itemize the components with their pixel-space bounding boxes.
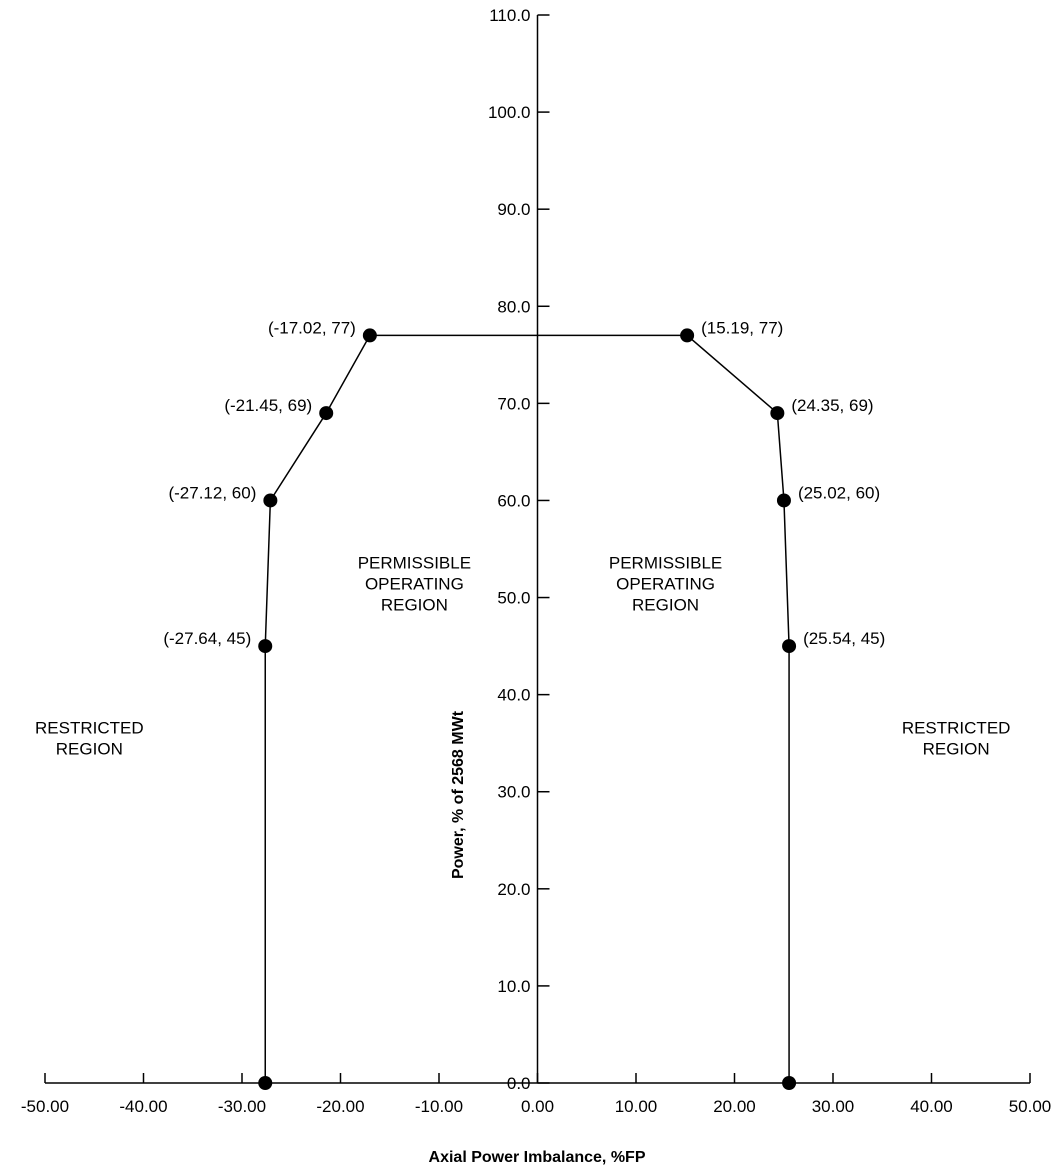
y-tick-label: 20.0 <box>497 880 530 899</box>
data-point <box>258 639 273 654</box>
y-tick-label: 70.0 <box>497 394 530 413</box>
x-tick-label: 0.00 <box>521 1097 554 1116</box>
x-tick-label: -50.00 <box>21 1097 69 1116</box>
x-tick-label: 40.00 <box>910 1097 953 1116</box>
region-annotation-line: REGION <box>381 595 448 614</box>
data-point-label: (24.35, 69) <box>791 396 873 415</box>
data-point-label: (-17.02, 77) <box>268 318 356 337</box>
y-tick-label: 80.0 <box>497 297 530 316</box>
region-annotation: RESTRICTED REGION <box>35 718 144 758</box>
region-annotation-line: RESTRICTED <box>902 718 1011 737</box>
region-annotation-line: REGION <box>56 739 123 758</box>
y-tick-label: 40.0 <box>497 686 530 705</box>
data-point-label: (15.19, 77) <box>701 318 783 337</box>
y-tick-label: 60.0 <box>497 491 530 510</box>
axes <box>45 15 1030 1084</box>
ticks: -50.00 -40.00 -30.00 -20.00 -10.00 0.00 10.00 2… <box>21 6 1051 1116</box>
data-point <box>782 1076 797 1090</box>
y-tick-label: 30.0 <box>497 783 530 802</box>
region-annotation-line: OPERATING <box>365 574 464 593</box>
data-point-label: (-27.12, 60) <box>168 483 256 502</box>
data-point <box>776 493 791 508</box>
series-polyline <box>264 334 790 1083</box>
region-annotation-line: RESTRICTED <box>35 718 144 737</box>
x-tick-label: 20.00 <box>713 1097 756 1116</box>
y-tick-label: 0.0 <box>507 1074 531 1093</box>
data-point <box>263 493 278 508</box>
region-annotation-line: OPERATING <box>616 574 715 593</box>
y-axis-title: Power, % of 2568 MWt <box>450 710 467 879</box>
region-annotation-line: REGION <box>632 595 699 614</box>
region-annotation-line: REGION <box>923 739 990 758</box>
y-tick-label: 110.0 <box>489 6 530 25</box>
y-tick-label: 10.0 <box>497 977 530 996</box>
data-point-label: (25.02, 60) <box>798 483 880 502</box>
x-tick-label: 30.00 <box>812 1097 855 1116</box>
region-annotation: RESTRICTED REGION <box>902 718 1011 758</box>
y-tick-label: 50.0 <box>497 589 530 608</box>
point-labels: (-27.64, 45) (-27.12, 60) (-21.45, 69) (-17… <box>163 318 885 648</box>
data-point <box>258 1076 273 1090</box>
x-tick-label: 10.00 <box>615 1097 658 1116</box>
region-annotations: RESTRICTED REGION PERMISSIBLE OPERATING REGI… <box>35 553 1010 758</box>
x-tick-label: -20.00 <box>316 1097 364 1116</box>
data-point <box>782 639 797 654</box>
y-tick-label: 100.0 <box>488 103 531 122</box>
x-tick-label: -10.00 <box>415 1097 463 1116</box>
data-point <box>770 406 785 421</box>
x-tick-label: -40.00 <box>119 1097 167 1116</box>
x-axis-title: Axial Power Imbalance, %FP <box>429 1149 646 1166</box>
data-point-label: (-21.45, 69) <box>224 396 312 415</box>
series-line <box>264 334 790 1083</box>
region-annotation: PERMISSIBLE OPERATING REGION <box>358 553 471 614</box>
region-annotation: PERMISSIBLE OPERATING REGION <box>609 553 722 614</box>
data-point <box>680 328 695 343</box>
y-tick-label: 90.0 <box>497 200 530 219</box>
region-annotation-line: PERMISSIBLE <box>609 553 722 572</box>
region-annotation-line: PERMISSIBLE <box>358 553 471 572</box>
data-point-label: (25.54, 45) <box>803 629 885 648</box>
x-tick-label: -30.00 <box>218 1097 266 1116</box>
data-point-label: (-27.64, 45) <box>163 629 251 648</box>
x-tick-label: 50.00 <box>1009 1097 1052 1116</box>
data-point <box>362 328 377 343</box>
data-point <box>319 406 334 421</box>
data-points <box>258 328 797 1090</box>
